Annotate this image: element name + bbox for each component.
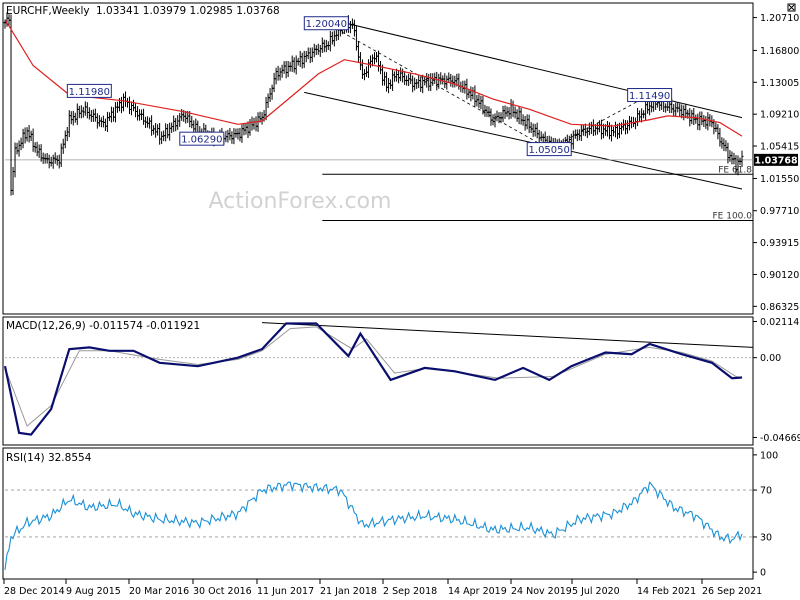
fe-level-label: FE 61.8 [718, 165, 752, 175]
date-tick-label: 26 Sep 2021 [702, 586, 762, 597]
watermark: ActionForex.com [209, 189, 392, 214]
last-price-tag-box [754, 153, 798, 166]
date-tick-label: 24 Nov 2019 [511, 586, 572, 597]
date-tick-label: 30 Oct 2016 [193, 586, 252, 597]
price-tick-label: 0.93915 [760, 238, 799, 249]
macd-tick-label: -0.046699 [760, 433, 800, 444]
price-panel-frame [2, 2, 754, 315]
moving-average-line [4, 19, 743, 137]
price-annotation: 1.11980 [66, 83, 112, 98]
macd-panel-frame [2, 316, 754, 446]
date-tick-label: 14 Feb 2021 [637, 586, 696, 597]
ohlc-label: 1.03341 1.03979 1.02985 1.03768 [96, 5, 280, 17]
channel-line [304, 91, 743, 190]
macd-trend-line [262, 322, 754, 348]
macd-tick-label: 0.00 [760, 353, 781, 364]
price-annotation-label: 1.06290 [181, 135, 222, 146]
price-annotation: 1.06290 [179, 131, 225, 146]
price-annotation-box [303, 16, 349, 31]
price-tick-label: 1.09210 [760, 110, 799, 121]
date-tick-label: 21 Jan 2018 [320, 586, 377, 597]
macd-label: MACD(12,26,9) -0.011574 -0.011921 [6, 320, 200, 332]
ohlc-bar [740, 150, 744, 168]
date-tick-label: 5 Jul 2020 [572, 586, 620, 597]
date-tick-label: 2 Sep 2018 [383, 586, 437, 597]
rsi-tick-label: 70 [760, 486, 772, 497]
symbol-label: EURCHF,Weekly [6, 5, 90, 17]
price-annotation-label: 1.11980 [69, 87, 110, 98]
rsi-panel-frame [2, 447, 754, 580]
price-annotation-label: 1.05050 [529, 145, 570, 156]
channel-line [326, 18, 743, 119]
date-tick-label: 28 Dec 2014 [4, 586, 65, 597]
price-annotation: 1.05050 [526, 142, 572, 157]
last-price-tag-label: 1.03768 [754, 155, 798, 166]
price-annotation-label: 1.11490 [629, 91, 670, 102]
fe-level-label: FE 100.0 [713, 212, 753, 222]
price-tick-label: 1.01550 [760, 174, 799, 185]
rsi-tick-label: 30 [760, 532, 772, 543]
price-annotation-box [66, 83, 112, 98]
price-tick-label: 1.16800 [760, 46, 799, 57]
date-tick-label: 11 Jun 2017 [257, 586, 314, 597]
projection-dashed-line [326, 22, 550, 150]
price-tick-label: 1.13005 [760, 78, 799, 89]
price-tick-label: 0.90120 [760, 270, 799, 281]
date-tick-label: 14 Apr 2019 [448, 586, 507, 597]
price-tick-label: 1.20710 [760, 13, 799, 24]
price-annotation-box [179, 131, 225, 146]
date-tick-label: 9 Aug 2015 [66, 586, 121, 597]
price-annotation-box [627, 88, 673, 103]
price-annotation: 1.20040 [303, 16, 349, 31]
rsi-label: RSI(14) 32.8554 [6, 452, 92, 464]
price-tick-label: 1.05415 [760, 142, 799, 153]
macd-line [3, 322, 743, 436]
macd-tick-label: 0.021146 [760, 317, 800, 328]
rsi-tick-label: 100 [760, 450, 778, 461]
price-tick-label: 0.86325 [760, 302, 799, 313]
price-annotation: 1.11490 [627, 88, 673, 103]
close-icon[interactable] [788, 4, 795, 11]
rsi-line [4, 480, 743, 570]
price-annotation-box [526, 142, 572, 157]
price-annotation-label: 1.20040 [306, 19, 347, 30]
price-tick-label: 0.97710 [760, 206, 799, 217]
rsi-tick-label: 0 [760, 568, 766, 579]
last-price-tag: 1.03768 [754, 153, 798, 166]
date-tick-label: 20 Mar 2016 [129, 586, 189, 597]
